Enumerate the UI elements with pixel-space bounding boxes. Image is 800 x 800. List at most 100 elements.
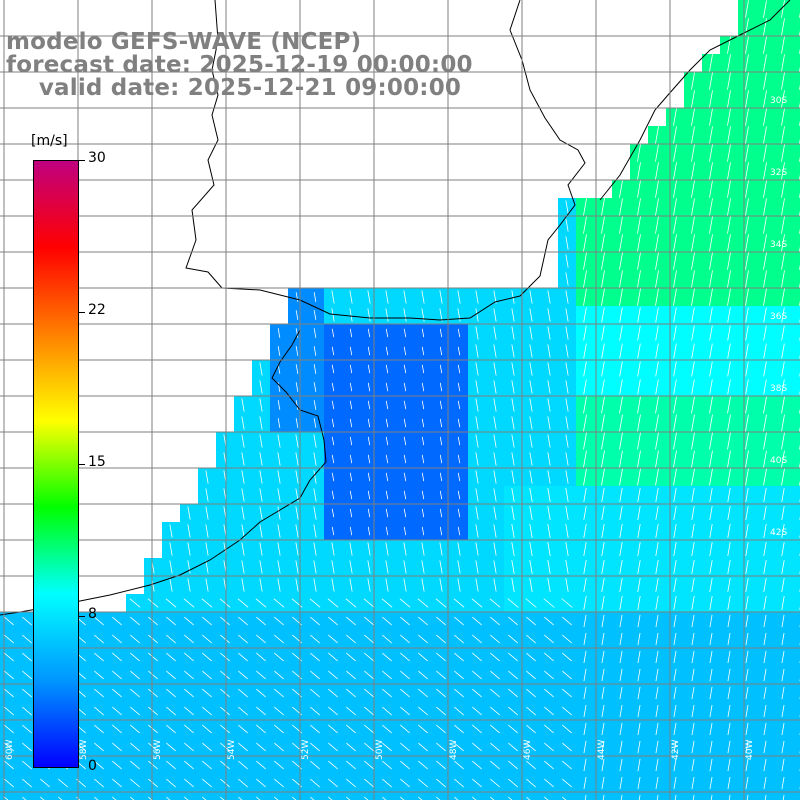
wind-cell xyxy=(648,792,666,800)
wind-arrow xyxy=(349,346,353,356)
wind-arrow xyxy=(511,524,515,538)
wind-arrow xyxy=(349,382,353,392)
wind-arrow xyxy=(511,308,515,322)
wind-arrow xyxy=(457,526,461,536)
wind-arrow xyxy=(331,508,335,518)
wind-arrow xyxy=(655,524,659,538)
wind-arrow xyxy=(112,670,122,680)
wind-cell xyxy=(468,792,486,800)
wind-arrow xyxy=(601,432,605,450)
wind-arrow xyxy=(655,270,659,288)
wind-arrow xyxy=(400,778,410,788)
wind-arrow xyxy=(346,616,356,626)
wind-arrow xyxy=(727,288,731,306)
wind-arrow xyxy=(673,307,677,323)
wind-arrow xyxy=(763,524,767,538)
wind-arrow xyxy=(277,542,281,556)
wind-arrow xyxy=(274,652,284,662)
wind-arrow xyxy=(255,598,267,608)
wind-arrow xyxy=(418,616,428,626)
wind-arrow xyxy=(382,616,392,626)
wind-arrow xyxy=(493,326,497,340)
wind-arrow xyxy=(241,542,245,556)
wind-cell xyxy=(792,648,800,666)
wind-arrow xyxy=(238,670,248,680)
wind-arrow xyxy=(565,290,569,304)
wind-arrow xyxy=(475,452,479,466)
wind-arrow xyxy=(313,310,317,320)
wind-arrow xyxy=(328,634,338,644)
wind-arrow xyxy=(727,108,731,126)
wind-arrow xyxy=(727,361,731,377)
wind-arrow xyxy=(565,218,569,232)
wind-arrow xyxy=(313,292,317,302)
wind-arrow xyxy=(673,414,677,432)
wind-arrow xyxy=(781,36,785,54)
wind-arrow xyxy=(745,361,749,377)
wind-arrow xyxy=(454,796,459,800)
wind-arrow xyxy=(187,542,191,556)
wind-arrow xyxy=(4,652,14,662)
wind-arrow xyxy=(439,578,443,592)
wind-arrow xyxy=(274,724,284,734)
colorbar-tick-label: 30 xyxy=(88,150,106,166)
wind-arrow xyxy=(367,454,371,464)
latitude-label: 34S xyxy=(770,240,787,250)
wind-cell xyxy=(360,792,378,800)
wind-arrow xyxy=(493,362,497,376)
wind-arrow xyxy=(238,634,248,644)
wind-arrow xyxy=(709,396,713,414)
wind-arrow xyxy=(781,180,785,198)
wind-arrow xyxy=(709,270,713,288)
wind-arrow xyxy=(241,488,245,502)
wind-arrow xyxy=(403,346,407,356)
wind-cell xyxy=(792,72,800,90)
wind-arrow xyxy=(166,634,176,644)
wind-arrow xyxy=(745,252,749,270)
wind-arrow xyxy=(583,542,587,556)
wind-arrow xyxy=(130,760,140,770)
wind-arrow xyxy=(508,652,518,662)
wind-arrow xyxy=(583,198,587,216)
wind-cell xyxy=(792,432,800,450)
wind-arrow xyxy=(457,328,461,338)
wind-arrow xyxy=(166,796,171,800)
wind-arrow xyxy=(691,686,695,700)
wind-arrow xyxy=(259,416,263,430)
wind-arrow xyxy=(655,379,659,395)
wind-arrow xyxy=(273,598,285,608)
wind-arrow xyxy=(583,488,587,502)
wind-arrow xyxy=(673,468,677,486)
wind-arrow xyxy=(184,778,194,788)
wind-arrow xyxy=(130,652,140,662)
wind-arrow xyxy=(403,400,407,410)
wind-arrow xyxy=(727,270,731,288)
wind-arrow xyxy=(547,434,551,448)
wind-arrow xyxy=(418,778,428,788)
wind-arrow xyxy=(709,740,713,754)
wind-arrow xyxy=(691,343,695,359)
wind-arrow xyxy=(691,234,695,252)
wind-arrow xyxy=(673,361,677,377)
wind-arrow xyxy=(202,796,207,800)
wind-arrow xyxy=(763,668,767,682)
wind-arrow xyxy=(40,796,45,800)
wind-cell xyxy=(792,54,800,72)
wind-arrow xyxy=(781,72,785,90)
wind-arrow xyxy=(421,290,425,304)
wind-arrow xyxy=(781,379,785,395)
wind-arrow xyxy=(403,418,407,428)
wind-arrow xyxy=(655,144,659,162)
wind-arrow xyxy=(94,778,104,788)
wind-arrow xyxy=(763,542,767,556)
wind-arrow xyxy=(763,325,767,341)
wind-arrow xyxy=(691,668,695,682)
wind-arrow xyxy=(691,396,695,414)
wind-arrow xyxy=(346,760,356,770)
wind-arrow xyxy=(112,652,122,662)
wind-arrow xyxy=(547,542,551,556)
wind-cell xyxy=(792,198,800,216)
wind-arrow xyxy=(673,614,677,628)
wind-arrow xyxy=(727,524,731,538)
wind-arrow xyxy=(169,524,173,538)
